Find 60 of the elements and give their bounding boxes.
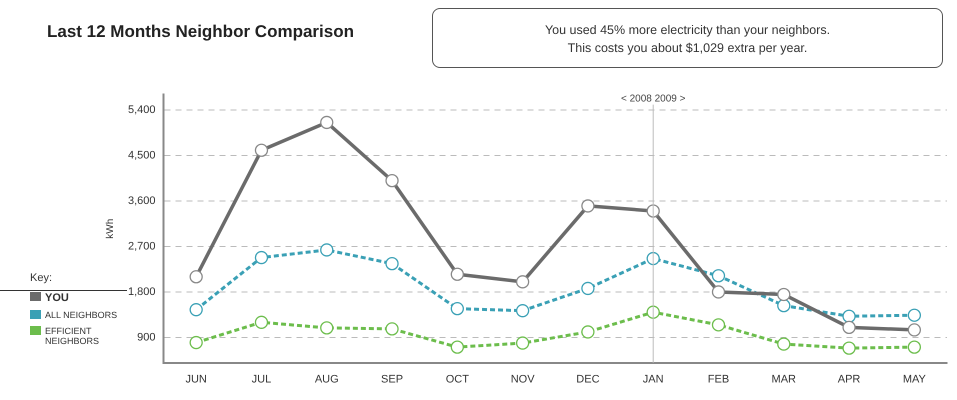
x-tick-label: MAR	[772, 373, 796, 386]
x-tick-label: DEC	[576, 373, 600, 386]
x-tick-label: FEB	[708, 373, 730, 386]
x-tick-label: SEP	[381, 373, 404, 386]
point	[712, 269, 726, 282]
point	[712, 285, 726, 299]
point	[190, 336, 203, 350]
legend-label: ALL NEIGHBORS	[45, 310, 118, 320]
point	[254, 316, 268, 329]
y-tick-label: 5,400	[128, 104, 156, 116]
point	[385, 174, 399, 188]
point	[777, 337, 790, 351]
point	[385, 256, 399, 270]
legend-title: Key:	[30, 272, 54, 284]
y-tick-label: 900	[137, 332, 156, 344]
ref-line-label: < 2008 2009 >	[620, 93, 686, 104]
point	[450, 302, 464, 316]
x-tick-label: AUG	[314, 373, 339, 386]
x-tick-label: NOV	[510, 373, 536, 386]
point	[254, 250, 268, 264]
point	[516, 304, 530, 318]
x-tick-label: JUN	[185, 373, 207, 386]
point	[581, 282, 595, 296]
x-tick-label: JUL	[252, 373, 272, 386]
point	[450, 340, 464, 354]
point	[581, 199, 595, 213]
x-tick-label: MAY	[902, 373, 927, 386]
point	[320, 116, 334, 130]
point	[320, 321, 334, 335]
y-tick-label: 2,700	[128, 240, 156, 252]
text: This costs you about $1,029 extra per year.	[566, 40, 808, 57]
point	[581, 325, 595, 339]
point	[190, 303, 203, 316]
x-tick-label: OCT	[446, 373, 470, 386]
y-tick-label: 3,600	[128, 194, 156, 207]
x-tick-label: APR	[838, 373, 860, 386]
point	[777, 298, 790, 312]
point	[908, 323, 922, 337]
y-tick-label: 1,800	[128, 286, 156, 298]
point	[190, 270, 203, 284]
point	[842, 341, 856, 355]
y-tick-label: 4,500	[128, 149, 156, 162]
point	[712, 318, 726, 332]
point	[450, 268, 464, 281]
chart-title: Last 12 Months Neighbor Comparison	[47, 22, 354, 42]
text: You used 45% more electricity than your neighbors.	[544, 22, 832, 39]
point	[385, 322, 399, 336]
point	[908, 340, 922, 354]
x-tick-label: JAN	[642, 373, 664, 386]
point	[842, 310, 856, 323]
point	[842, 320, 856, 334]
point	[516, 336, 530, 350]
y-axis-title: kWh	[104, 218, 116, 239]
point	[516, 275, 530, 288]
point	[320, 243, 334, 257]
point	[908, 308, 922, 322]
legend-label: EFFICIENT NEIGHBORS	[45, 326, 100, 346]
point	[777, 288, 790, 302]
point	[254, 144, 268, 157]
legend-label: YOU	[45, 292, 69, 304]
